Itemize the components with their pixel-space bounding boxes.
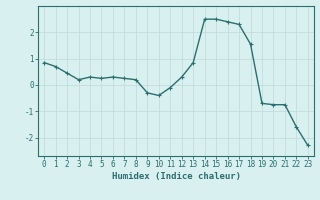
X-axis label: Humidex (Indice chaleur): Humidex (Indice chaleur) (111, 172, 241, 181)
